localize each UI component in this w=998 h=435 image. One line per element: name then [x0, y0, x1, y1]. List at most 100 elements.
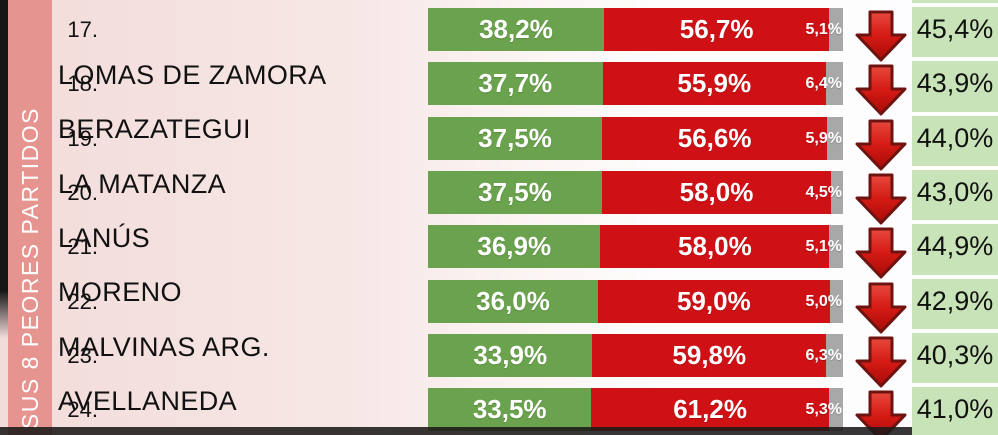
- district-name: LA MATANZA: [58, 168, 227, 199]
- stacked-bar: 36,0% 59,0% 5,0%: [428, 279, 843, 323]
- down-arrow-icon: [853, 335, 909, 389]
- result-separator: [912, 220, 998, 225]
- green-segment-value: 38,2%: [479, 14, 553, 44]
- result-separator: [912, 274, 998, 279]
- district-label: 22. MALVINAS ARG.: [58, 280, 426, 362]
- red-segment-value: 56,7%: [679, 14, 754, 44]
- red-segment: 59,0%: [598, 279, 830, 323]
- district-rank: 23.: [67, 342, 98, 368]
- green-segment: 38,2%: [428, 8, 604, 51]
- left-dark-edge: [0, 0, 8, 338]
- result-separator: [912, 165, 998, 170]
- gray-segment: [825, 62, 843, 106]
- down-arrow-icon: [853, 63, 909, 117]
- side-strip-label: SUS 8 PEORES PARTIDOS: [16, 106, 43, 429]
- down-arrow-icon: [853, 172, 909, 226]
- stacked-bar: 33,5% 61,2% 5,3%: [428, 388, 843, 432]
- red-segment: 59,8%: [592, 333, 827, 377]
- district-label: 21. MORENO: [58, 225, 426, 307]
- result-value: 45,4%: [916, 14, 994, 44]
- district-name: MALVINAS ARG.: [58, 331, 270, 362]
- gray-segment-value: 4,5%: [805, 183, 842, 201]
- green-segment-value: 37,7%: [478, 68, 553, 99]
- gray-segment: [828, 388, 843, 432]
- district-rank: 21.: [67, 234, 98, 260]
- result-column: [912, 0, 998, 435]
- result-separator: [912, 111, 998, 116]
- district-label: 17. LOMAS DE ZAMORA: [58, 8, 426, 90]
- gray-segment: [829, 279, 843, 323]
- district-name: MORENO: [58, 277, 182, 308]
- green-segment: 37,5%: [428, 170, 603, 214]
- district-label: 23. AVELLANEDA: [58, 334, 426, 416]
- district-label: 19. LA MATANZA: [58, 117, 426, 199]
- red-segment-value: 58,0%: [678, 231, 752, 262]
- red-segment-value: 58,0%: [679, 176, 754, 207]
- result-separator: [912, 328, 998, 333]
- stacked-bar: 37,7% 55,9% 6,4%: [428, 62, 843, 106]
- gray-segment-value: 5,1%: [805, 238, 842, 256]
- district-rank: 18.: [67, 71, 98, 97]
- result-separator: [912, 57, 998, 62]
- gray-segment-value: 5,3%: [805, 401, 842, 419]
- gray-segment-value: 5,0%: [805, 292, 842, 310]
- result-value: 40,3%: [916, 339, 994, 370]
- down-arrow-icon: [853, 226, 909, 280]
- stacked-bar: 37,5% 56,6% 5,9%: [428, 116, 843, 160]
- green-segment-value: 37,5%: [478, 176, 552, 207]
- district-rank: 20.: [67, 179, 98, 205]
- red-segment: 58,0%: [602, 170, 831, 214]
- district-rank: 17.: [67, 17, 98, 42]
- green-segment: 33,5%: [428, 388, 592, 432]
- stacked-bar: 36,9% 58,0% 5,1%: [428, 225, 843, 269]
- red-segment-value: 59,0%: [676, 285, 751, 316]
- green-segment: 36,0%: [428, 279, 599, 323]
- district-rank: 19.: [67, 125, 98, 151]
- gray-segment: [830, 170, 843, 214]
- red-segment: 58,0%: [600, 225, 830, 269]
- gray-segment: [829, 225, 843, 269]
- result-separator: [912, 3, 998, 7]
- green-segment: 33,9%: [428, 333, 593, 377]
- gray-segment-value: 6,3%: [805, 346, 842, 364]
- district-name: LOMAS DE ZAMORA: [58, 60, 327, 90]
- green-segment-value: 33,5%: [472, 394, 547, 425]
- down-arrow-icon: [853, 118, 909, 172]
- stacked-bar: 37,5% 58,0% 4,5%: [428, 170, 843, 214]
- green-segment-value: 37,5%: [478, 122, 552, 153]
- gray-segment: [827, 116, 843, 160]
- result-value: 44,0%: [916, 122, 994, 153]
- result-separator: [912, 383, 998, 388]
- red-segment-value: 61,2%: [673, 394, 747, 425]
- green-segment-value: 36,0%: [476, 285, 550, 316]
- gray-segment: [829, 8, 843, 51]
- result-value: 43,0%: [916, 176, 994, 207]
- red-segment-value: 55,9%: [677, 68, 752, 99]
- red-segment: 56,6%: [602, 116, 828, 160]
- district-rank: 22.: [67, 288, 98, 314]
- gray-segment-value: 5,1%: [805, 21, 842, 38]
- district-name: BERAZATEGUI: [58, 114, 251, 145]
- green-segment: 37,5%: [428, 116, 603, 160]
- green-segment: 37,7%: [428, 62, 603, 106]
- result-value: 41,0%: [916, 394, 994, 425]
- stacked-bar: 33,9% 59,8% 6,3%: [428, 333, 843, 377]
- gray-segment-value: 6,4%: [805, 75, 842, 93]
- bottom-dark-edge: [0, 427, 912, 435]
- down-arrow-icon: [853, 281, 909, 335]
- result-value: 42,9%: [916, 285, 994, 316]
- green-segment-value: 36,9%: [477, 231, 552, 262]
- district-label: 24.ALMIRANTE BROWN: [58, 388, 426, 431]
- district-label: 18. BERAZATEGUI: [58, 62, 426, 144]
- result-value: 44,9%: [916, 231, 994, 262]
- red-segment: 56,7%: [603, 8, 830, 51]
- green-segment-value: 33,9%: [473, 339, 548, 370]
- district-name: AVELLANEDA: [58, 385, 238, 416]
- result-value: 43,9%: [916, 68, 994, 99]
- side-strip: SUS 8 PEORES PARTIDOS: [8, 0, 52, 435]
- gray-segment: [826, 333, 843, 377]
- down-arrow-icon: [853, 9, 909, 63]
- red-segment-value: 59,8%: [672, 339, 747, 370]
- red-segment: 61,2%: [591, 388, 829, 432]
